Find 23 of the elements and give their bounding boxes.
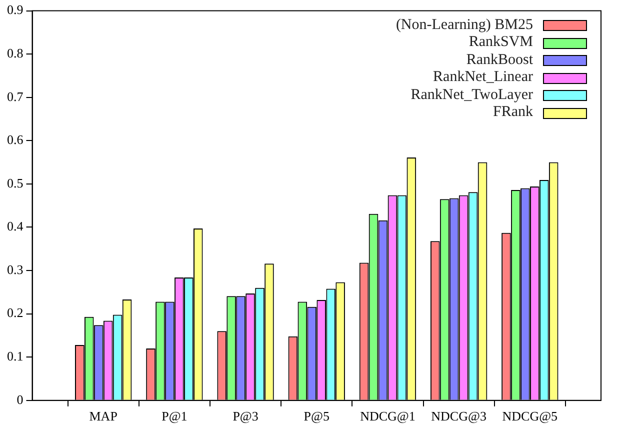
legend-label: RankNet_TwoLayer [410, 86, 533, 104]
legend-label: FRank [492, 104, 533, 122]
x-tick-label: MAP [89, 408, 118, 424]
x-tick-label: P@3 [232, 408, 258, 424]
legend-label: RankSVM [468, 34, 533, 52]
y-tick-label: 0.9 [7, 2, 24, 18]
x-tick-label: P@1 [162, 408, 188, 424]
y-tick-label: 0.2 [7, 305, 24, 320]
x-tick-label: P@5 [304, 408, 330, 424]
y-tick-label: 0.6 [7, 132, 24, 148]
legend-label: RankBoost [466, 52, 533, 70]
y-tick-label: 0.3 [7, 262, 24, 277]
y-tick-label: 0.4 [7, 218, 24, 234]
x-tick-label: NDCG@3 [431, 408, 486, 424]
x-tick-label: NDCG@5 [502, 408, 558, 424]
y-tick-label: 0.8 [7, 46, 24, 61]
x-tick-label: NDCG@1 [360, 408, 416, 424]
legend-label: (Non-Learning) BM25 [396, 16, 533, 34]
y-tick-label: 0.5 [7, 175, 24, 190]
y-tick-label: 0.1 [7, 348, 24, 364]
legend-label: RankNet_Linear [433, 69, 533, 87]
y-tick-label: 0 [16, 392, 24, 407]
y-tick-label: 0.7 [7, 88, 24, 104]
